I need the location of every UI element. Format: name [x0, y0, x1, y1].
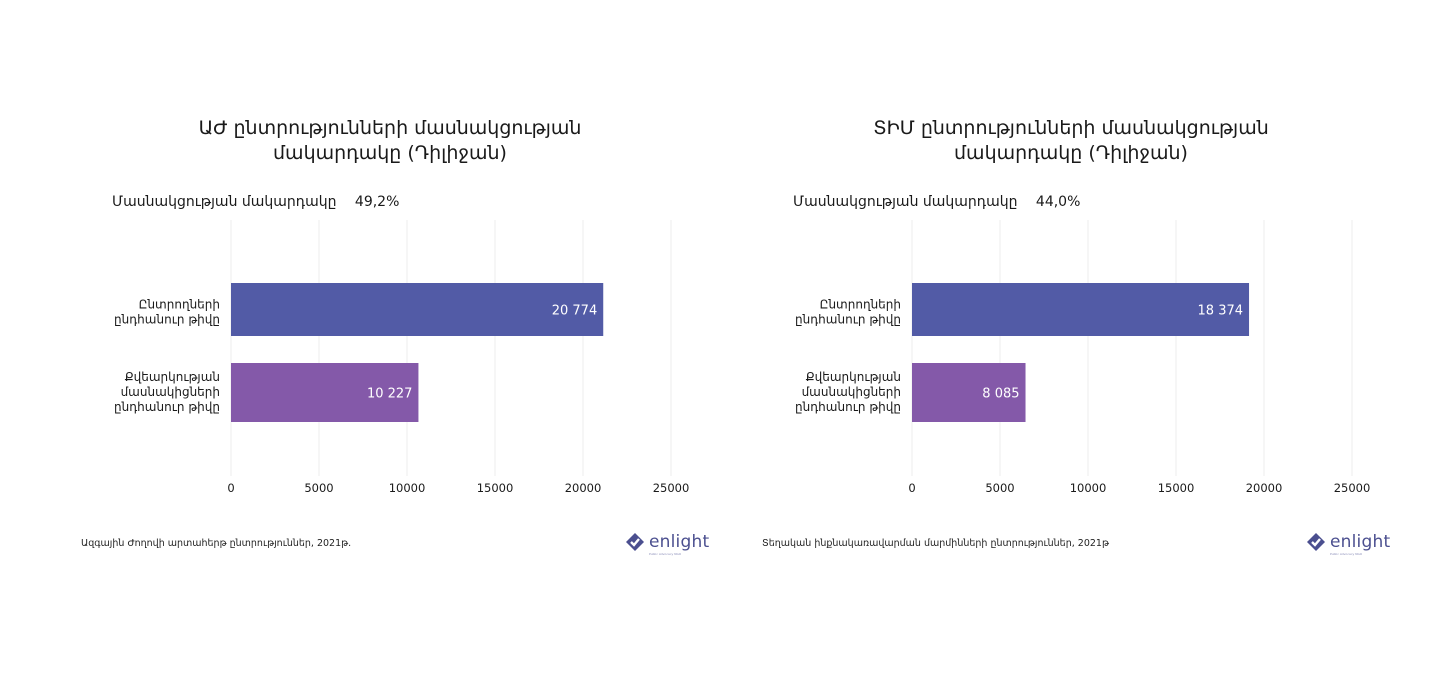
- x-tick-label: 0: [227, 481, 234, 495]
- y-category-label-line: մասնակիցների: [121, 385, 220, 399]
- y-category-label: Քվեարկության մասնակիցների ընդհանուր թիվը: [114, 370, 220, 414]
- enlight-logo-icon: [1307, 533, 1325, 551]
- participation-label: Մասնակցության մակարդակը: [793, 194, 1018, 210]
- x-tick-label: 25000: [653, 481, 690, 495]
- x-tick-label: 5000: [304, 481, 333, 495]
- bar: [231, 363, 419, 422]
- x-tick-label: 5000: [985, 481, 1014, 495]
- y-category-label: Քվեարկության մասնակիցների ընդհանուր թիվը: [795, 370, 901, 414]
- y-category-label-line: Քվեարկության: [125, 370, 220, 384]
- participation-label: Մասնակցության մակարդակը: [112, 194, 337, 210]
- enlight-logo-tagline: Public Advocacy NGO: [649, 552, 682, 556]
- y-category-label-line: Քվեարկության: [806, 370, 901, 384]
- bar: [912, 283, 1250, 336]
- bar-value-label: 10 227: [367, 387, 413, 402]
- enlight-logo-text: enlight: [649, 532, 710, 552]
- enlight-logo-icon: [626, 533, 644, 551]
- participation-value: 49,2%: [354, 194, 400, 210]
- chart-title: ՏԻՄ ընտրությունների մասնակցության մակարդ…: [681, 116, 1440, 166]
- bar: [231, 283, 604, 336]
- x-tick-label: 25000: [1334, 481, 1371, 495]
- source-footer: Տեղական ինքնակառավարման մարմինների ընտրո…: [762, 538, 1109, 549]
- x-tick-label: 20000: [565, 481, 602, 495]
- x-tick-label: 10000: [1070, 481, 1107, 495]
- y-category-label-line: մասնակիցների: [802, 385, 901, 399]
- enlight-logo: enlight Public Advocacy NGO: [1306, 532, 1391, 556]
- x-tick-label: 15000: [1158, 481, 1195, 495]
- chart-panel-local: ՏԻՄ ընտրությունների մասնակցության մակարդ…: [681, 0, 1401, 680]
- y-category-label-line: ընդհանուր թիվը: [795, 400, 901, 414]
- bar-value-label: 18 374: [1198, 304, 1244, 319]
- y-category-label-line: Ընտրողների: [820, 298, 901, 312]
- bar-chart-local: 0 5000 10000 15000 20000 25000 18 374 Ընտրողներ…: [795, 220, 1371, 495]
- chart-panel-national: ԱԺ ընտրությունների մասնակցության մակարդա…: [81, 117, 710, 556]
- enlight-logo-text: enlight: [1330, 532, 1391, 552]
- chart-title-line1: ՏԻՄ ընտրությունների մասնակցության: [873, 117, 1269, 139]
- participation-value: 44,0%: [1035, 194, 1081, 210]
- chart-title-line2: մակարդակը (Դիլիջան): [954, 142, 1188, 164]
- enlight-logo: enlight Public Advocacy NGO: [625, 532, 710, 556]
- chart-title-line1: ԱԺ ընտրությունների մասնակցության: [198, 117, 582, 139]
- participation-row: Մասնակցության մակարդակը 44,0%: [793, 194, 1080, 210]
- y-category-label-line: ընդհանուր թիվը: [114, 400, 220, 414]
- y-category-label-line: ընդհանուր թիվը: [795, 313, 901, 327]
- bar-chart-national: 0 5000 10000 15000 20000 25000 20 774 Ընտրողներ…: [114, 220, 690, 495]
- x-tick-label: 10000: [389, 481, 426, 495]
- x-tick-label: 0: [908, 481, 915, 495]
- enlight-logo-tagline: Public Advocacy NGO: [1330, 552, 1363, 556]
- y-category-label: Ընտրողների ընդհանուր թիվը: [114, 298, 220, 327]
- chart-title-line2: մակարդակը (Դիլիջան): [273, 142, 507, 164]
- participation-row: Մասնակցության մակարդակը 49,2%: [112, 194, 399, 210]
- x-tick-label: 15000: [477, 481, 514, 495]
- y-category-label: Ընտրողների ընդհանուր թիվը: [795, 298, 901, 327]
- y-category-label-line: Ընտրողների: [139, 298, 220, 312]
- y-category-label-line: ընդհանուր թիվը: [114, 313, 220, 327]
- x-tick-label: 20000: [1246, 481, 1283, 495]
- bar-value-label: 8 085: [982, 387, 1019, 402]
- bar: [912, 363, 1026, 422]
- source-footer: Ազգային Ժողովի արտահերթ ընտրություններ, …: [81, 538, 352, 549]
- bar-value-label: 20 774: [552, 304, 598, 319]
- chart-title: ԱԺ ընտրությունների մասնակցության մակարդա…: [0, 116, 780, 166]
